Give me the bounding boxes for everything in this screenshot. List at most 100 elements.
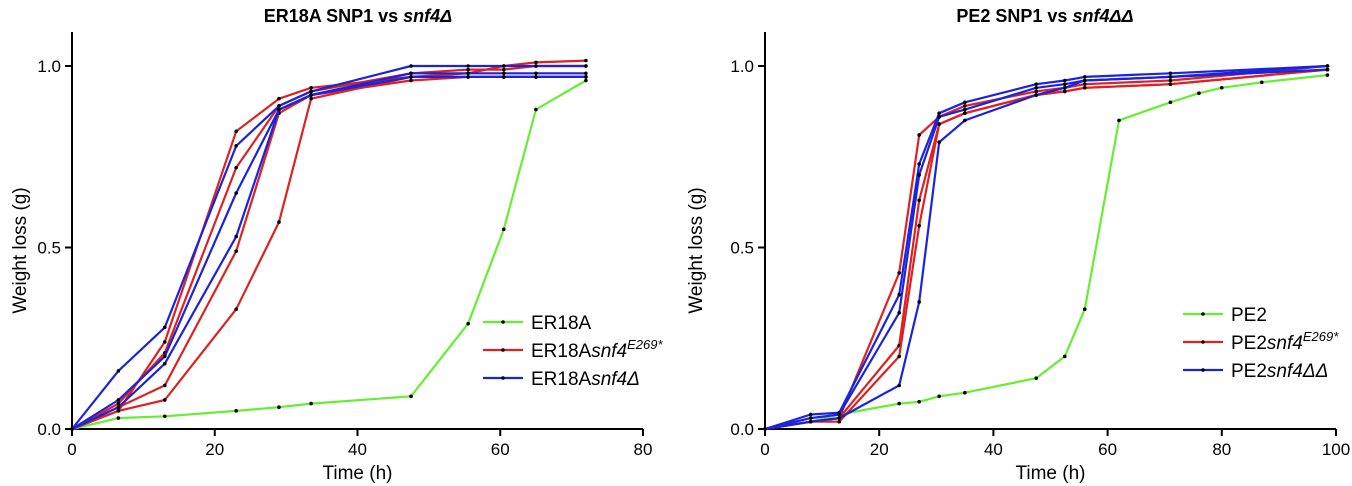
series-line bbox=[764, 64, 1328, 431]
data-point bbox=[234, 249, 238, 253]
data-point bbox=[502, 227, 506, 232]
data-point bbox=[1082, 75, 1087, 79]
y-tick-label: 0.0 bbox=[37, 420, 61, 439]
data-point bbox=[584, 71, 588, 76]
series-line bbox=[71, 75, 586, 430]
legend-marker bbox=[1201, 312, 1205, 316]
data-point bbox=[897, 401, 901, 406]
legend-marker bbox=[501, 376, 505, 380]
data-point bbox=[1325, 67, 1330, 72]
data-point bbox=[1034, 85, 1039, 90]
data-point bbox=[763, 427, 767, 431]
data-point bbox=[116, 416, 121, 420]
data-point bbox=[277, 220, 281, 224]
data-point bbox=[502, 71, 506, 76]
data-point bbox=[1034, 376, 1039, 380]
data-point bbox=[584, 75, 588, 79]
data-point bbox=[1082, 82, 1087, 86]
data-point bbox=[277, 405, 281, 410]
data-point bbox=[1062, 89, 1067, 94]
data-point bbox=[808, 416, 813, 420]
data-point bbox=[234, 191, 238, 195]
legend: PE2 PE2snf4E269* PE2snf4ΔΔ bbox=[1183, 305, 1339, 382]
data-point bbox=[466, 71, 470, 76]
data-point bbox=[1259, 80, 1264, 85]
data-point bbox=[234, 129, 238, 134]
data-point bbox=[1062, 85, 1067, 90]
data-point bbox=[162, 325, 167, 330]
chart-panel-er18a: ER18A SNP1 vs snf4Δ 0 20 40 60 80 0.0 0.5 1.0 Tim… bbox=[10, 6, 663, 484]
data-point bbox=[1062, 354, 1067, 359]
data-point bbox=[162, 383, 167, 388]
data-point bbox=[837, 419, 842, 424]
data-point bbox=[917, 399, 921, 404]
data-point bbox=[937, 115, 941, 119]
x-tick-label: 0 bbox=[760, 440, 769, 459]
data-point bbox=[937, 394, 941, 399]
data-point bbox=[1034, 82, 1039, 86]
series-1 bbox=[70, 58, 588, 431]
data-point bbox=[1168, 71, 1173, 76]
x-tick-label: 20 bbox=[870, 440, 889, 459]
data-point bbox=[1168, 75, 1173, 79]
data-point bbox=[1168, 100, 1173, 105]
data-point bbox=[234, 165, 238, 170]
data-point bbox=[897, 383, 901, 388]
data-point bbox=[897, 311, 901, 315]
data-point bbox=[1082, 85, 1087, 90]
series-6 bbox=[70, 71, 588, 431]
weight-loss-chart-pe2: PE2 SNP1 vs snf4ΔΔ 0 20 40 60 80 100 0.0 0.5 1.0 T… bbox=[686, 6, 1350, 484]
data-point bbox=[1168, 78, 1173, 83]
data-point bbox=[502, 75, 506, 79]
data-point bbox=[116, 369, 121, 373]
data-point bbox=[309, 401, 313, 406]
series-line bbox=[71, 64, 586, 430]
chart-title: PE2 SNP1 vs snf4ΔΔ bbox=[956, 6, 1133, 26]
data-point bbox=[116, 405, 121, 410]
legend-marker bbox=[1201, 368, 1205, 372]
x-tick-label: 40 bbox=[984, 440, 1003, 459]
series-line bbox=[71, 72, 586, 430]
data-point bbox=[162, 414, 167, 419]
data-point bbox=[584, 64, 588, 68]
legend-label: ER18Asnf4Δ bbox=[531, 369, 640, 390]
legend-marker bbox=[1201, 340, 1205, 344]
series-6 bbox=[763, 67, 1330, 431]
x-tick-label: 80 bbox=[634, 440, 653, 459]
data-point bbox=[1034, 89, 1039, 94]
data-point bbox=[534, 107, 538, 112]
series-line bbox=[764, 68, 1328, 431]
data-point bbox=[116, 398, 121, 402]
data-point bbox=[963, 390, 967, 395]
data-point bbox=[534, 64, 538, 68]
data-point bbox=[409, 394, 413, 399]
series-line bbox=[71, 75, 586, 431]
data-point bbox=[1117, 118, 1121, 123]
x-tick-label: 60 bbox=[491, 440, 510, 459]
chart-panel-pe2: PE2 SNP1 vs snf4ΔΔ 0 20 40 60 80 100 0.0 0.5 1.0 T… bbox=[676, 0, 1352, 486]
data-point bbox=[409, 78, 413, 83]
data-point bbox=[502, 64, 506, 68]
x-axis-label: Time (h) bbox=[1015, 463, 1085, 484]
data-point bbox=[917, 133, 921, 137]
data-point bbox=[1168, 82, 1173, 86]
legend-label: ER18Asnf4E269* bbox=[531, 337, 663, 362]
data-point bbox=[1082, 78, 1087, 83]
data-point bbox=[1220, 85, 1224, 90]
data-point bbox=[897, 354, 901, 359]
data-point bbox=[116, 409, 121, 413]
data-point bbox=[1062, 78, 1067, 83]
weight-loss-chart-er18a: ER18A SNP1 vs snf4Δ 0 20 40 60 80 0.0 0.5 1.0 Tim… bbox=[10, 6, 663, 484]
data-point bbox=[963, 118, 967, 123]
data-point bbox=[162, 354, 167, 359]
series-2 bbox=[70, 64, 588, 431]
data-point bbox=[70, 427, 74, 431]
data-point bbox=[937, 122, 941, 126]
x-axis-label: Time (h) bbox=[322, 463, 392, 484]
data-point bbox=[277, 96, 281, 101]
y-tick-label: 1.0 bbox=[730, 57, 754, 76]
data-point bbox=[937, 140, 941, 145]
data-point bbox=[1325, 64, 1330, 68]
data-point bbox=[234, 307, 238, 312]
data-point bbox=[584, 78, 588, 83]
